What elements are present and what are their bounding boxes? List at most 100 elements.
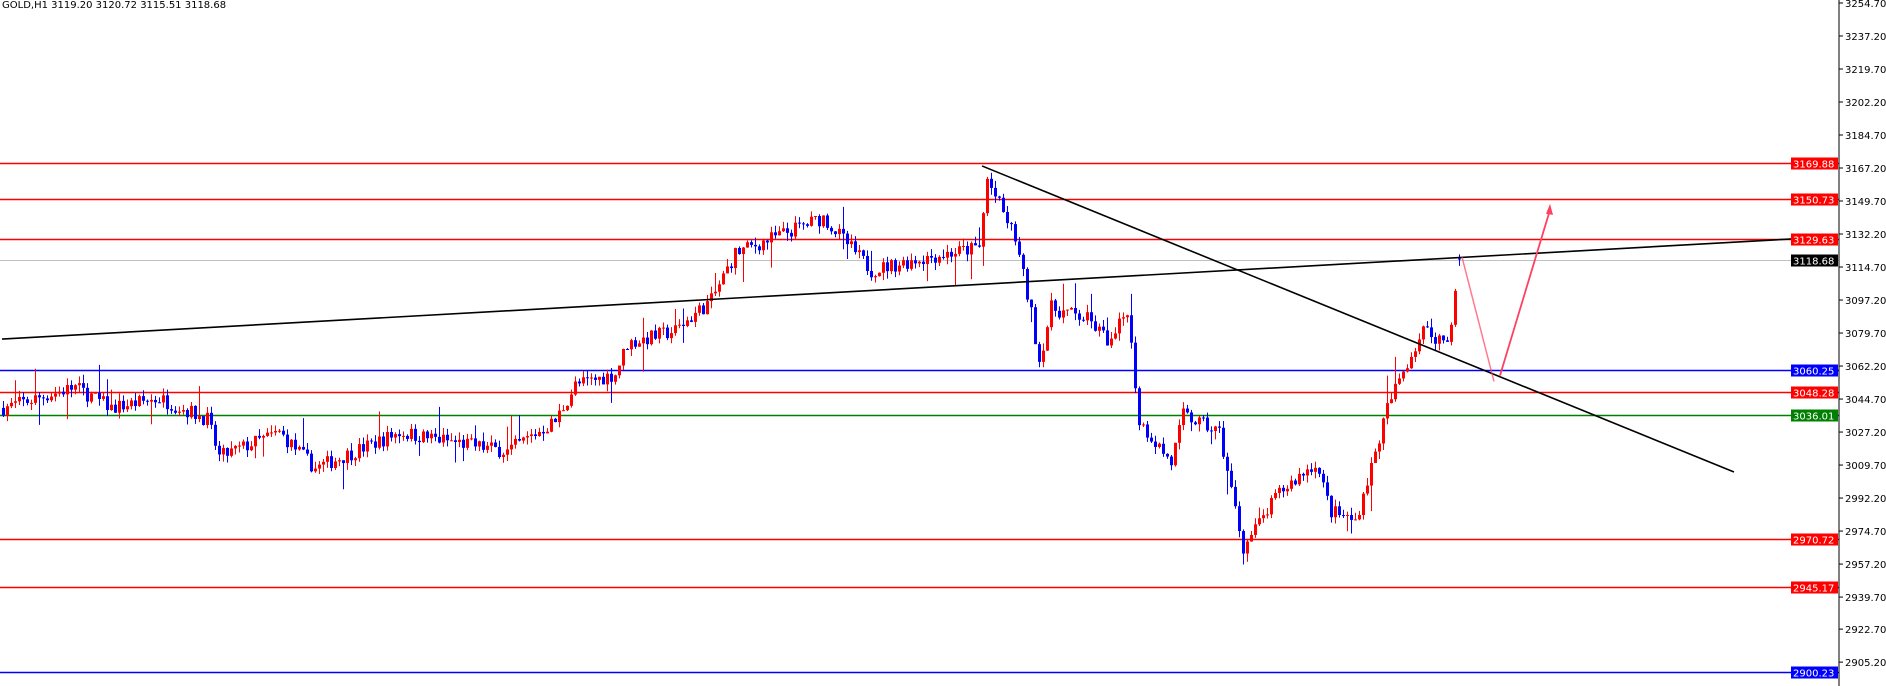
- y-tick-label: 3219.70: [1845, 65, 1886, 76]
- candle-body: [614, 375, 617, 382]
- candle-body: [626, 349, 629, 351]
- candle-body: [386, 432, 389, 447]
- candle-body: [498, 446, 501, 458]
- candle-body: [1402, 371, 1405, 379]
- candle-body: [1450, 324, 1453, 342]
- candle-body: [1358, 514, 1361, 520]
- candle-body: [1202, 417, 1205, 419]
- candle-body: [314, 468, 317, 472]
- candle-body: [634, 340, 637, 347]
- candle-body: [766, 240, 769, 243]
- candle-body: [882, 262, 885, 273]
- candle-body: [358, 444, 361, 459]
- candle-body: [810, 216, 813, 226]
- candle-body: [886, 262, 889, 272]
- candle-body: [174, 410, 177, 413]
- candle-body: [1174, 442, 1177, 466]
- candle-body: [306, 449, 309, 454]
- candle-body: [378, 436, 381, 448]
- candle-body: [970, 243, 973, 255]
- candle-body: [950, 251, 953, 257]
- candle-body: [802, 223, 805, 225]
- candle-body: [1158, 443, 1161, 448]
- candle-body: [1030, 299, 1033, 308]
- candle-body: [682, 324, 685, 326]
- candle-body: [274, 431, 277, 433]
- candle-body: [126, 406, 129, 410]
- candle-body: [434, 433, 437, 437]
- candle-body: [1130, 315, 1133, 343]
- y-tick-label: 3132.20: [1845, 230, 1886, 241]
- level-tag: [1791, 254, 1838, 267]
- candle-body: [1330, 495, 1333, 518]
- candle-body: [1362, 493, 1365, 515]
- candle-body: [214, 424, 217, 446]
- candle-body: [846, 233, 849, 245]
- candle-body: [610, 373, 613, 382]
- candle-body: [922, 261, 925, 265]
- candle-body: [1282, 487, 1285, 492]
- candle-body: [890, 260, 893, 272]
- candle-body: [1350, 515, 1353, 520]
- level-tag: [1791, 233, 1838, 246]
- candle-body: [706, 301, 709, 315]
- candle-body: [770, 232, 773, 243]
- candle-body: [646, 337, 649, 345]
- candle-body: [1446, 340, 1449, 342]
- candle-body: [686, 320, 689, 326]
- candle-body: [842, 228, 845, 234]
- candle-body: [422, 431, 425, 443]
- candle-body: [1318, 467, 1321, 474]
- candle-body: [542, 431, 545, 434]
- candle-body: [46, 398, 49, 401]
- price-axis: 3254.70 3237.20 3219.70 3202.20 3184.70 3167.…: [1839, 0, 1886, 669]
- candle-body: [1322, 473, 1325, 483]
- candle-body: [594, 377, 597, 380]
- candle-body: [1398, 378, 1401, 384]
- candle-body: [14, 401, 17, 403]
- candle-body: [710, 293, 713, 302]
- candle-body: [986, 178, 989, 214]
- level-tag: [1791, 666, 1838, 679]
- candle-body: [914, 260, 917, 264]
- candle-body: [1246, 541, 1249, 554]
- candle-body: [574, 381, 577, 395]
- candle-body: [1002, 197, 1005, 213]
- candle-body: [674, 325, 677, 334]
- candle-body: [818, 216, 821, 227]
- candle-body: [266, 432, 269, 436]
- candle-body: [1010, 223, 1013, 225]
- candle-body: [158, 402, 161, 404]
- candle-body: [1338, 506, 1341, 516]
- candle-body: [90, 393, 93, 402]
- candle-body: [382, 436, 385, 447]
- candle-body: [254, 435, 257, 447]
- candle-body: [602, 376, 605, 385]
- horizontal-levels: [0, 162, 1839, 674]
- candle-body: [470, 438, 473, 440]
- candle-body: [1138, 388, 1141, 426]
- candle-body: [926, 255, 929, 265]
- candle-body: [1386, 403, 1389, 419]
- candle-body: [114, 404, 117, 413]
- candle-body: [442, 434, 445, 443]
- candle-body: [106, 396, 109, 410]
- candle-body: [1102, 326, 1105, 331]
- candle-body: [874, 276, 877, 278]
- candle-body: [1170, 456, 1173, 466]
- candle-body: [142, 396, 145, 401]
- candle-body: [82, 383, 85, 388]
- candle-body: [482, 441, 485, 450]
- candle-body: [650, 330, 653, 345]
- candle-body: [226, 447, 229, 456]
- projection-arrow: [1461, 203, 1553, 382]
- level-tag: [1791, 193, 1838, 206]
- candle-body: [1270, 498, 1273, 515]
- candle-body: [294, 439, 297, 450]
- candle-body: [286, 434, 289, 448]
- candle-body: [582, 377, 585, 384]
- candle-body: [130, 400, 133, 407]
- candle-body: [554, 418, 557, 423]
- candle-body: [178, 411, 181, 413]
